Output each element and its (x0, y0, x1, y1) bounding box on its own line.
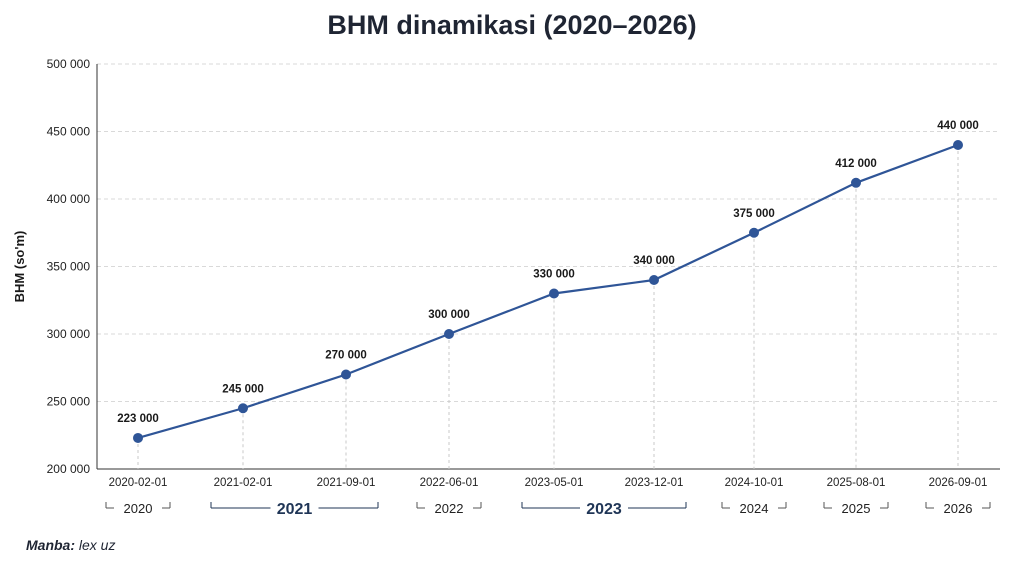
data-label: 300 000 (428, 309, 470, 321)
year-label-backing (580, 498, 628, 518)
x-tick-label: 2024-10-01 (725, 477, 784, 489)
data-point (649, 275, 659, 285)
source-label: Manba: (26, 537, 75, 553)
year-group-label: 2020 (124, 501, 153, 516)
data-label: 245 000 (222, 383, 264, 395)
year-label-backing (270, 498, 319, 518)
year-group-label: 2021 (277, 501, 313, 518)
data-label: 340 000 (633, 255, 675, 267)
y-tick-label: 350 000 (47, 260, 91, 274)
x-tick-label: 2026-09-01 (929, 477, 988, 489)
y-tick-label: 300 000 (47, 327, 91, 341)
x-tick-label: 2023-12-01 (625, 477, 684, 489)
data-label: 440 000 (937, 120, 979, 132)
year-group-label: 2024 (740, 501, 769, 516)
data-label: 270 000 (325, 350, 367, 362)
x-tick-label: 2020-02-01 (109, 477, 168, 489)
year-group-label: 2023 (586, 501, 622, 518)
y-tick-label: 400 000 (47, 192, 91, 206)
data-point (238, 403, 248, 414)
data-point (749, 227, 759, 238)
x-tick-label: 2021-02-01 (214, 477, 273, 489)
data-point (341, 369, 351, 380)
y-tick-label: 200 000 (47, 462, 91, 476)
y-tick-label: 450 000 (47, 125, 91, 139)
y-tick-label: 500 000 (47, 57, 91, 71)
chart-title: BHM dinamikasi (2020–2026) (327, 10, 697, 40)
data-point (133, 432, 143, 443)
data-point (953, 140, 963, 150)
data-point (549, 288, 559, 299)
data-point (851, 177, 861, 188)
source-note: Manba: lex uz (26, 537, 115, 553)
x-tick-label: 2023-05-01 (525, 477, 584, 489)
data-label: 223 000 (117, 413, 159, 425)
year-group-label: 2022 (435, 501, 464, 516)
year-group-label: 2025 (842, 501, 871, 516)
source-value: lex uz (78, 537, 116, 553)
x-tick-label: 2022-06-01 (420, 477, 479, 489)
x-tick-label: 2021-09-01 (317, 477, 376, 489)
y-axis-label: BHM (so'm) (12, 231, 27, 303)
year-group-label: 2026 (944, 501, 973, 516)
data-label: 375 000 (733, 208, 775, 220)
data-point (444, 329, 454, 339)
data-label: 412 000 (835, 158, 877, 170)
data-label: 330 000 (533, 269, 575, 281)
x-tick-label: 2025-08-01 (827, 477, 886, 489)
y-tick-label: 250 000 (47, 395, 91, 409)
